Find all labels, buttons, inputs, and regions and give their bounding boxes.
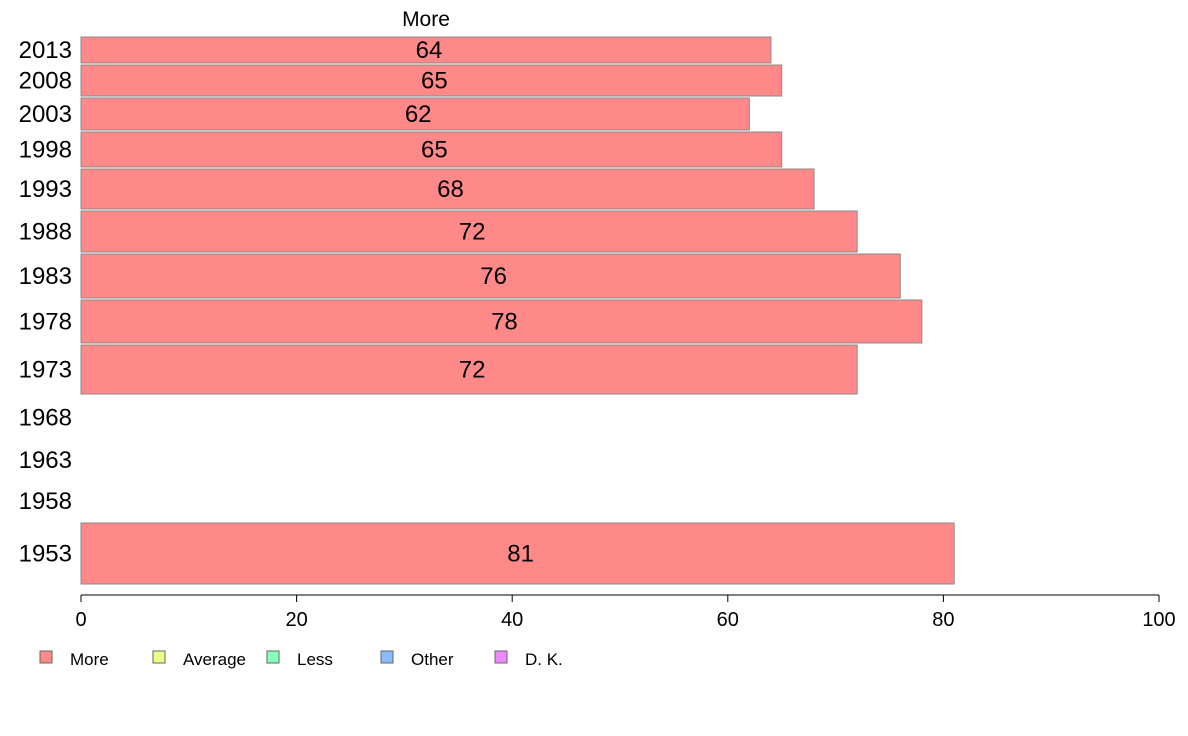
data-label: 81 bbox=[507, 541, 534, 568]
bar bbox=[80, 210, 858, 253]
legend-label: D. K. bbox=[525, 650, 563, 669]
data-label: 72 bbox=[459, 219, 486, 246]
legend-swatch bbox=[380, 650, 394, 664]
legend-label: Less bbox=[297, 650, 333, 669]
bar bbox=[80, 36, 772, 64]
legend-label: Average bbox=[183, 650, 246, 669]
data-label: 76 bbox=[480, 263, 507, 290]
x-axis: 0 20 40 60 80 100 bbox=[75, 594, 1176, 631]
data-label: 65 bbox=[421, 137, 448, 164]
category-label: 1978 bbox=[19, 309, 72, 336]
legend-swatch bbox=[494, 650, 508, 664]
x-tick-label: 20 bbox=[285, 609, 307, 631]
bar bbox=[80, 64, 783, 97]
bar bbox=[80, 168, 815, 210]
data-label: 72 bbox=[459, 357, 486, 384]
bar bbox=[80, 97, 750, 131]
bars-group: 2013 64 2008 65 2003 62 1998 65 1993 68 1988 72 1983… bbox=[19, 36, 955, 585]
data-label: 62 bbox=[405, 101, 432, 128]
bar bbox=[80, 522, 955, 585]
bar bbox=[80, 253, 901, 299]
category-label: 2008 bbox=[19, 68, 72, 95]
category-label: 1973 bbox=[19, 357, 72, 384]
x-tick-label: 40 bbox=[501, 609, 523, 631]
series-title: More bbox=[402, 8, 450, 31]
data-label: 64 bbox=[416, 37, 443, 64]
legend: More Average Less Other D. K. bbox=[39, 650, 563, 669]
category-label: 1963 bbox=[19, 447, 72, 474]
data-label: 65 bbox=[421, 68, 448, 95]
legend-swatch bbox=[152, 650, 166, 664]
category-label: 1993 bbox=[19, 176, 72, 203]
category-label: 1983 bbox=[19, 263, 72, 290]
category-label: 1958 bbox=[19, 488, 72, 515]
category-label: 1953 bbox=[19, 541, 72, 568]
legend-swatch bbox=[266, 650, 280, 664]
data-label: 68 bbox=[437, 176, 464, 203]
x-tick-label: 100 bbox=[1142, 609, 1175, 631]
legend-label: More bbox=[70, 650, 109, 669]
category-label: 1968 bbox=[19, 405, 72, 432]
data-label: 78 bbox=[491, 309, 518, 336]
legend-swatch bbox=[39, 650, 53, 664]
x-tick-label: 80 bbox=[932, 609, 954, 631]
category-label: 2013 bbox=[19, 37, 72, 64]
category-label: 1998 bbox=[19, 137, 72, 164]
bar bbox=[80, 344, 858, 395]
category-label: 1988 bbox=[19, 219, 72, 246]
x-tick-label: 0 bbox=[75, 609, 86, 631]
x-tick-label: 60 bbox=[717, 609, 739, 631]
bar bbox=[80, 299, 923, 344]
bar bbox=[80, 131, 783, 168]
legend-label: Other bbox=[411, 650, 454, 669]
category-label: 2003 bbox=[19, 101, 72, 128]
